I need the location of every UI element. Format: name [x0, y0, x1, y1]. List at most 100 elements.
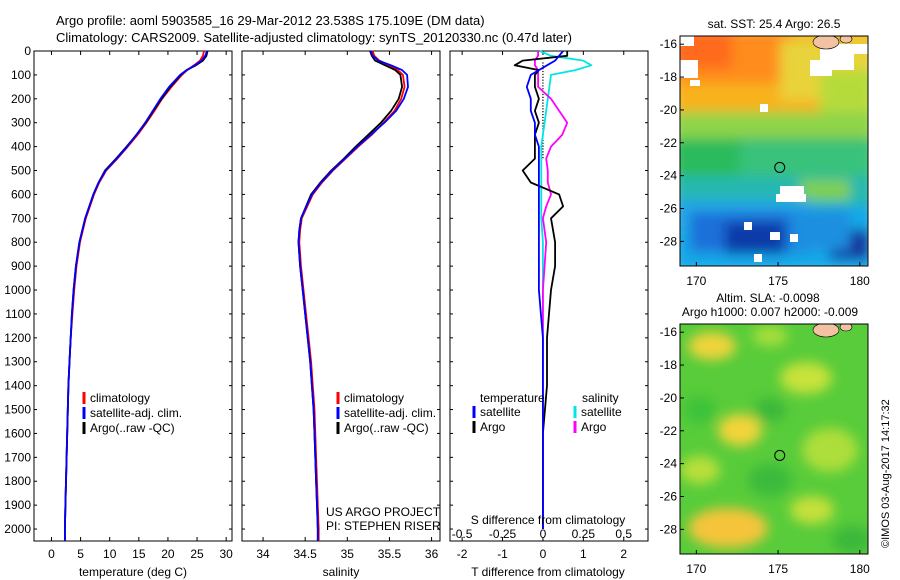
legend-label: Argo(..raw -QC) — [344, 421, 429, 435]
series-line-satellite — [297, 50, 409, 541]
sla-map-axes — [679, 323, 869, 555]
difference-panel: -2 -1 0 1 2 -0.5 -0.25 0 0.25 0.5 S difference fr… — [449, 50, 649, 579]
ytick-label: 1800 — [4, 474, 31, 488]
zero-dot — [542, 99, 544, 101]
xtick-label: 15 — [132, 547, 146, 561]
xtick-label: 20 — [161, 547, 175, 561]
salinity-xlabel: salinity — [323, 565, 360, 579]
t-difference-label: T difference from climatology — [471, 565, 625, 579]
ytick-label: 500 — [11, 164, 31, 178]
difference-legend: temperature salinity satellite Argo sate… — [472, 391, 622, 434]
sla-map-title-line1: Altim. SLA: -0.0098 — [716, 291, 820, 305]
ytick-label: -22 — [660, 424, 678, 438]
s-tick-label: -0.5 — [452, 527, 473, 541]
s-tick-label: 0.25 — [572, 527, 596, 541]
ytick-label: -18 — [660, 70, 678, 84]
legend-salinity-header: salinity — [582, 391, 619, 405]
legend-label: Argo(..raw -QC) — [90, 421, 175, 435]
xtick-label: 34 — [256, 547, 270, 561]
xtick-label: -2 — [457, 547, 468, 561]
ytick-label: -28 — [660, 234, 678, 248]
series-line-satellite — [64, 50, 208, 541]
xtick-label: 25 — [190, 547, 204, 561]
ytick-label: 300 — [11, 116, 31, 130]
ytick-label: 600 — [11, 187, 31, 201]
sst-map-axes — [679, 35, 869, 267]
sla-map-title-line2: Argo h1000: 0.007 h2000: -0.009 — [682, 305, 858, 319]
s-tick-label: 0 — [540, 527, 547, 541]
salinity-legend: climatology satellite-adj. clim. Argo(..… — [336, 391, 436, 435]
xtick-label: 30 — [219, 547, 233, 561]
zero-dot — [542, 73, 544, 76]
ytick-label: 1900 — [4, 498, 31, 512]
xtick-label: 10 — [103, 547, 117, 561]
title-line2: Climatology: CARS2009. Satellite-adjuste… — [56, 30, 572, 45]
xtick-label: 170 — [686, 274, 706, 288]
ytick-label: 1000 — [4, 283, 31, 297]
ytick-label: 1400 — [4, 379, 31, 393]
series-line-temperature-satellite — [525, 50, 564, 529]
s-tick-label: 0.5 — [615, 527, 632, 541]
ytick-label: -20 — [660, 103, 678, 117]
zero-dot — [542, 79, 544, 81]
profile-location-marker — [774, 161, 786, 173]
zero-dot — [542, 88, 544, 90]
ytick-label: -16 — [660, 325, 678, 339]
zero-dot — [542, 156, 544, 159]
ytick-label: -24 — [660, 169, 678, 183]
ytick-label: 1600 — [4, 426, 31, 440]
temperature-xlabel: temperature (deg C) — [79, 565, 187, 579]
ytick-label: 200 — [11, 92, 31, 106]
xtick-label: 170 — [686, 562, 706, 576]
xtick-label: 1 — [580, 547, 587, 561]
zero-dot — [542, 145, 544, 147]
zero-dot — [542, 111, 544, 113]
legend-label: climatology — [344, 391, 404, 405]
sst-map-panel: sat. SST: 25.4 Argo: 26.5 — [660, 17, 871, 288]
temperature-panel: 0100200300400500600700800900100011001200… — [4, 44, 233, 579]
ytick-label: 1200 — [4, 331, 31, 345]
zero-dot — [542, 105, 544, 107]
xtick-label: 35.5 — [378, 547, 402, 561]
zero-dot — [542, 116, 544, 119]
xtick-label: -1 — [497, 547, 508, 561]
legend-label: Argo — [480, 420, 506, 434]
zero-dot — [542, 65, 544, 67]
difference-axes — [449, 50, 649, 542]
salinity-panel: 34 34.5 35 35.5 36 salinity climatology sate… — [241, 50, 441, 579]
ytick-label: -22 — [660, 136, 678, 150]
zero-dot — [542, 148, 544, 150]
zero-dot — [542, 102, 544, 104]
zero-dot — [542, 96, 544, 99]
zero-dot — [542, 85, 544, 87]
xtick-label: 0 — [48, 547, 55, 561]
s-tick-label: -0.25 — [489, 527, 517, 541]
xtick-label: 175 — [768, 562, 788, 576]
zero-dot — [542, 62, 544, 64]
sla-map-panel: Altim. SLA: -0.0098 Argo h1000: 0.007 h2… — [660, 291, 871, 576]
xtick-label: 0 — [540, 547, 547, 561]
sst-map-title: sat. SST: 25.4 Argo: 26.5 — [708, 17, 841, 31]
sla-field — [680, 324, 868, 554]
xtick-label: 5 — [77, 547, 84, 561]
ytick-label: 400 — [11, 140, 31, 154]
zero-dot — [542, 108, 544, 110]
legend-temperature-header: temperature — [480, 391, 545, 405]
ytick-label: 0 — [24, 44, 31, 58]
temperature-axes — [33, 50, 233, 542]
ytick-label: 1300 — [4, 355, 31, 369]
legend-label: Argo — [581, 420, 607, 434]
xtick-label: 35 — [341, 547, 355, 561]
xtick-label: 36 — [425, 547, 439, 561]
legend-label: satellite — [581, 405, 622, 419]
legend-label: satellite — [480, 405, 521, 419]
ytick-label: -26 — [660, 490, 678, 504]
temperature-legend: climatology satellite-adj. clim. Argo(..… — [82, 391, 182, 435]
ytick-label: 1100 — [5, 307, 31, 321]
zero-dot — [542, 93, 544, 96]
profile-location-marker — [774, 449, 786, 461]
zero-dot — [542, 122, 544, 124]
project-line1: US ARGO PROJECT — [326, 505, 441, 519]
ytick-label: -16 — [660, 37, 678, 51]
xtick-label: 2 — [620, 547, 627, 561]
